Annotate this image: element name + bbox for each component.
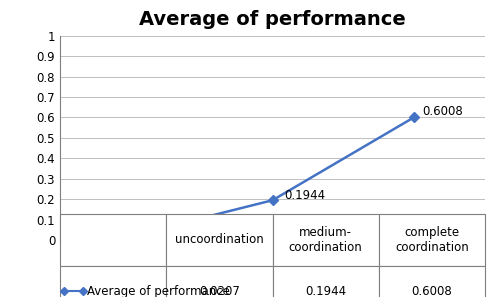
Text: 0.6008: 0.6008 [422, 105, 464, 118]
Text: Average of performance: Average of performance [86, 285, 230, 297]
Text: 0.0207: 0.0207 [142, 224, 183, 237]
Text: 0.1944: 0.1944 [284, 189, 325, 202]
Title: Average of performance: Average of performance [139, 10, 406, 29]
